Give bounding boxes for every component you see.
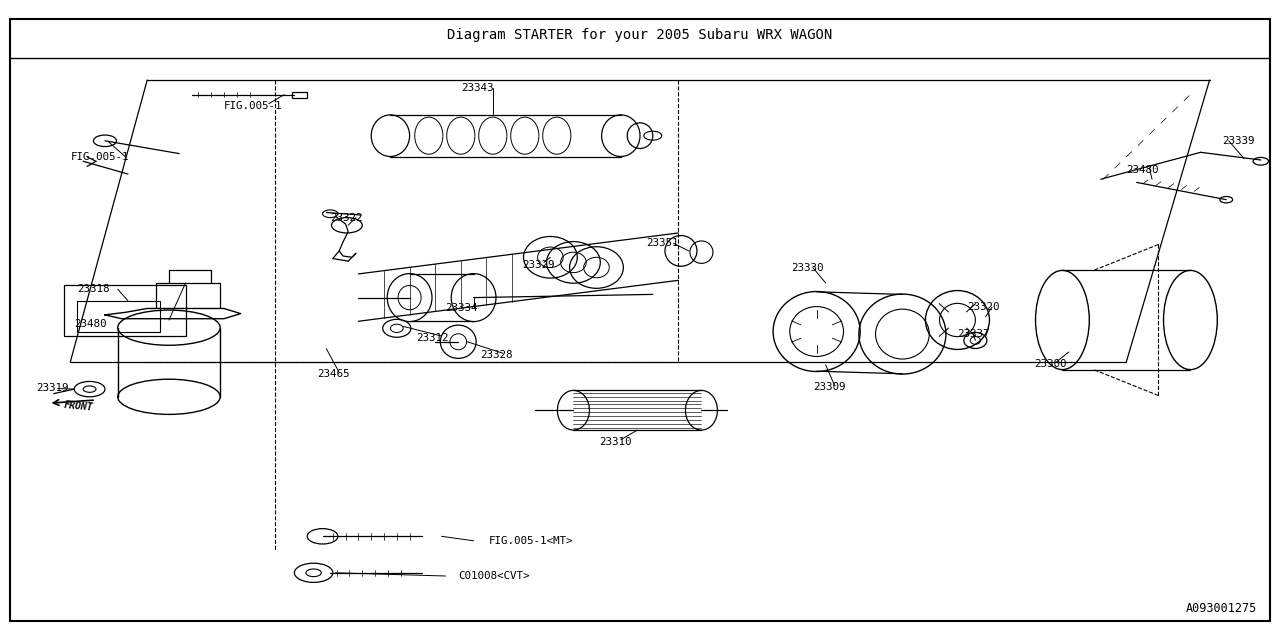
Text: C01008<CVT>: C01008<CVT> (458, 571, 530, 581)
Text: 23328: 23328 (480, 349, 512, 360)
Text: 23320: 23320 (968, 302, 1000, 312)
Bar (292, 92, 307, 98)
Text: Diagram STARTER for your 2005 Subaru WRX WAGON: Diagram STARTER for your 2005 Subaru WRX… (448, 28, 832, 42)
Text: 23330: 23330 (791, 262, 823, 273)
Text: 23319: 23319 (36, 383, 68, 394)
Text: 23465: 23465 (317, 369, 349, 379)
Text: 23480: 23480 (74, 319, 106, 329)
Text: 23318: 23318 (77, 284, 109, 294)
Text: 23310: 23310 (599, 436, 631, 447)
Text: FIG.005-1: FIG.005-1 (70, 152, 129, 162)
Text: 23334: 23334 (445, 303, 477, 314)
Text: 23322: 23322 (330, 212, 362, 223)
Text: 23309: 23309 (813, 381, 845, 392)
Bar (64, 285, 186, 336)
Text: 23351: 23351 (646, 238, 678, 248)
Text: FRONT: FRONT (64, 401, 95, 413)
Text: 23339: 23339 (1222, 136, 1254, 146)
Text: FIG.005-1: FIG.005-1 (224, 100, 283, 111)
Text: 23337: 23337 (957, 329, 989, 339)
Text: 23312: 23312 (416, 333, 448, 343)
Text: 23300: 23300 (1034, 358, 1066, 369)
Text: 23480: 23480 (1126, 164, 1158, 175)
Text: A093001275: A093001275 (1185, 602, 1257, 614)
Bar (77, 301, 160, 332)
Text: FIG.005-1<MT>: FIG.005-1<MT> (489, 536, 573, 546)
Text: 23343: 23343 (461, 83, 493, 93)
Text: 23329: 23329 (522, 260, 554, 270)
